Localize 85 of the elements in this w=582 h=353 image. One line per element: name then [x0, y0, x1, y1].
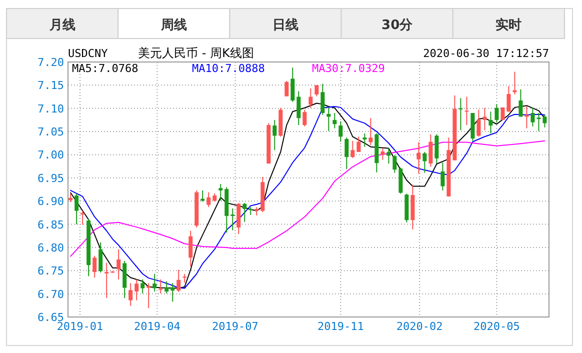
- candlestick: [542, 114, 547, 128]
- candlestick: [320, 83, 325, 116]
- y-tick-label: 6.85: [38, 218, 64, 232]
- y-tick-label: 6.80: [38, 241, 64, 254]
- text: 2020-06-30 17:12:57: [423, 47, 549, 60]
- candlestick: [494, 104, 499, 123]
- candlestick: [464, 96, 469, 126]
- candlestick: [338, 120, 343, 142]
- candlestick: [356, 136, 361, 152]
- candlestick: [428, 134, 433, 168]
- y-tick-label: 6.70: [38, 288, 64, 301]
- candlestick: [530, 106, 535, 127]
- y-tick-label: 7.15: [38, 79, 64, 92]
- candlestick: [416, 142, 421, 174]
- candlestick: [332, 112, 337, 129]
- candlestick: [116, 248, 121, 280]
- text: 实时: [496, 17, 522, 33]
- candlestick: [434, 134, 439, 164]
- candlestick: [362, 132, 367, 148]
- candlestick: [170, 282, 175, 302]
- candlestick: [140, 278, 145, 294]
- line-series: [70, 140, 546, 257]
- text: 30分: [382, 18, 414, 33]
- y-tick-label: 6.95: [38, 172, 64, 185]
- candlestick: [176, 269, 181, 292]
- candlestick: [506, 86, 511, 112]
- candlestick: [500, 106, 505, 120]
- y-tick-label: 7.10: [38, 102, 64, 116]
- candlestick: [74, 193, 79, 225]
- chart-subtitle: USDCNY: [68, 47, 108, 60]
- candlestick: [290, 67, 295, 102]
- y-tick-label: 7.20: [38, 56, 64, 69]
- x-tick-label: 2019-07: [212, 320, 258, 333]
- candlestick: [158, 278, 163, 294]
- candlestick: [236, 202, 241, 235]
- candlestick: [92, 255, 97, 278]
- candlestick: [392, 154, 397, 174]
- candlestick: [458, 98, 463, 131]
- y-tick-label: 7.05: [38, 126, 64, 139]
- x-tick-label: 2019-01: [56, 320, 104, 333]
- candlestick: [482, 107, 487, 131]
- candlestick: [242, 202, 247, 222]
- text: MA10:7.0888: [192, 62, 265, 75]
- x-tick-label: 2019-04: [134, 320, 181, 333]
- candlestick: [284, 80, 289, 97]
- candlestick: [488, 111, 493, 134]
- candlestick: [272, 119, 277, 151]
- text: 日线: [272, 18, 298, 33]
- text: MA5:7.0768: [72, 62, 138, 75]
- candlestick: [188, 230, 193, 267]
- candlestick: [230, 208, 235, 231]
- y-tick-label: 6.75: [38, 264, 64, 278]
- candlestick: [314, 84, 319, 97]
- candlestick: [104, 262, 109, 298]
- candlestick: [440, 162, 445, 191]
- candlestick: [206, 192, 211, 208]
- candlestick: [128, 282, 133, 306]
- candlestick: [476, 109, 481, 138]
- candlestick: [164, 280, 169, 294]
- candlestick: [302, 109, 307, 127]
- candlestick: [308, 88, 313, 108]
- candlestick: [152, 273, 157, 292]
- candlestick: [344, 137, 349, 170]
- candlestick: [536, 112, 541, 132]
- candlestick: [218, 183, 223, 202]
- x-tick-label: 2019-11: [317, 320, 364, 333]
- text: 月线: [48, 18, 76, 33]
- candlestick: [422, 151, 427, 174]
- y-tick-label: 6.90: [38, 195, 64, 208]
- chart-title: 美元人民币 - 周K线图: [138, 46, 254, 60]
- y-tick-label: 7.00: [38, 148, 64, 162]
- x-tick-label: 2020-05: [474, 320, 520, 333]
- candlestick: [296, 90, 301, 126]
- candlestick: [368, 118, 373, 146]
- candlestick: [518, 88, 523, 118]
- text: MA30:7.0329: [312, 62, 385, 75]
- candlestick: [146, 282, 151, 309]
- candlestick: [386, 148, 391, 164]
- candlestick: [350, 140, 355, 158]
- candlestick: [98, 242, 103, 273]
- candlestick: [80, 210, 85, 226]
- x-tick-label: 2020-02: [396, 320, 443, 333]
- candlestick: [380, 148, 385, 160]
- text: 周线: [160, 18, 187, 33]
- candlestick: [134, 278, 139, 301]
